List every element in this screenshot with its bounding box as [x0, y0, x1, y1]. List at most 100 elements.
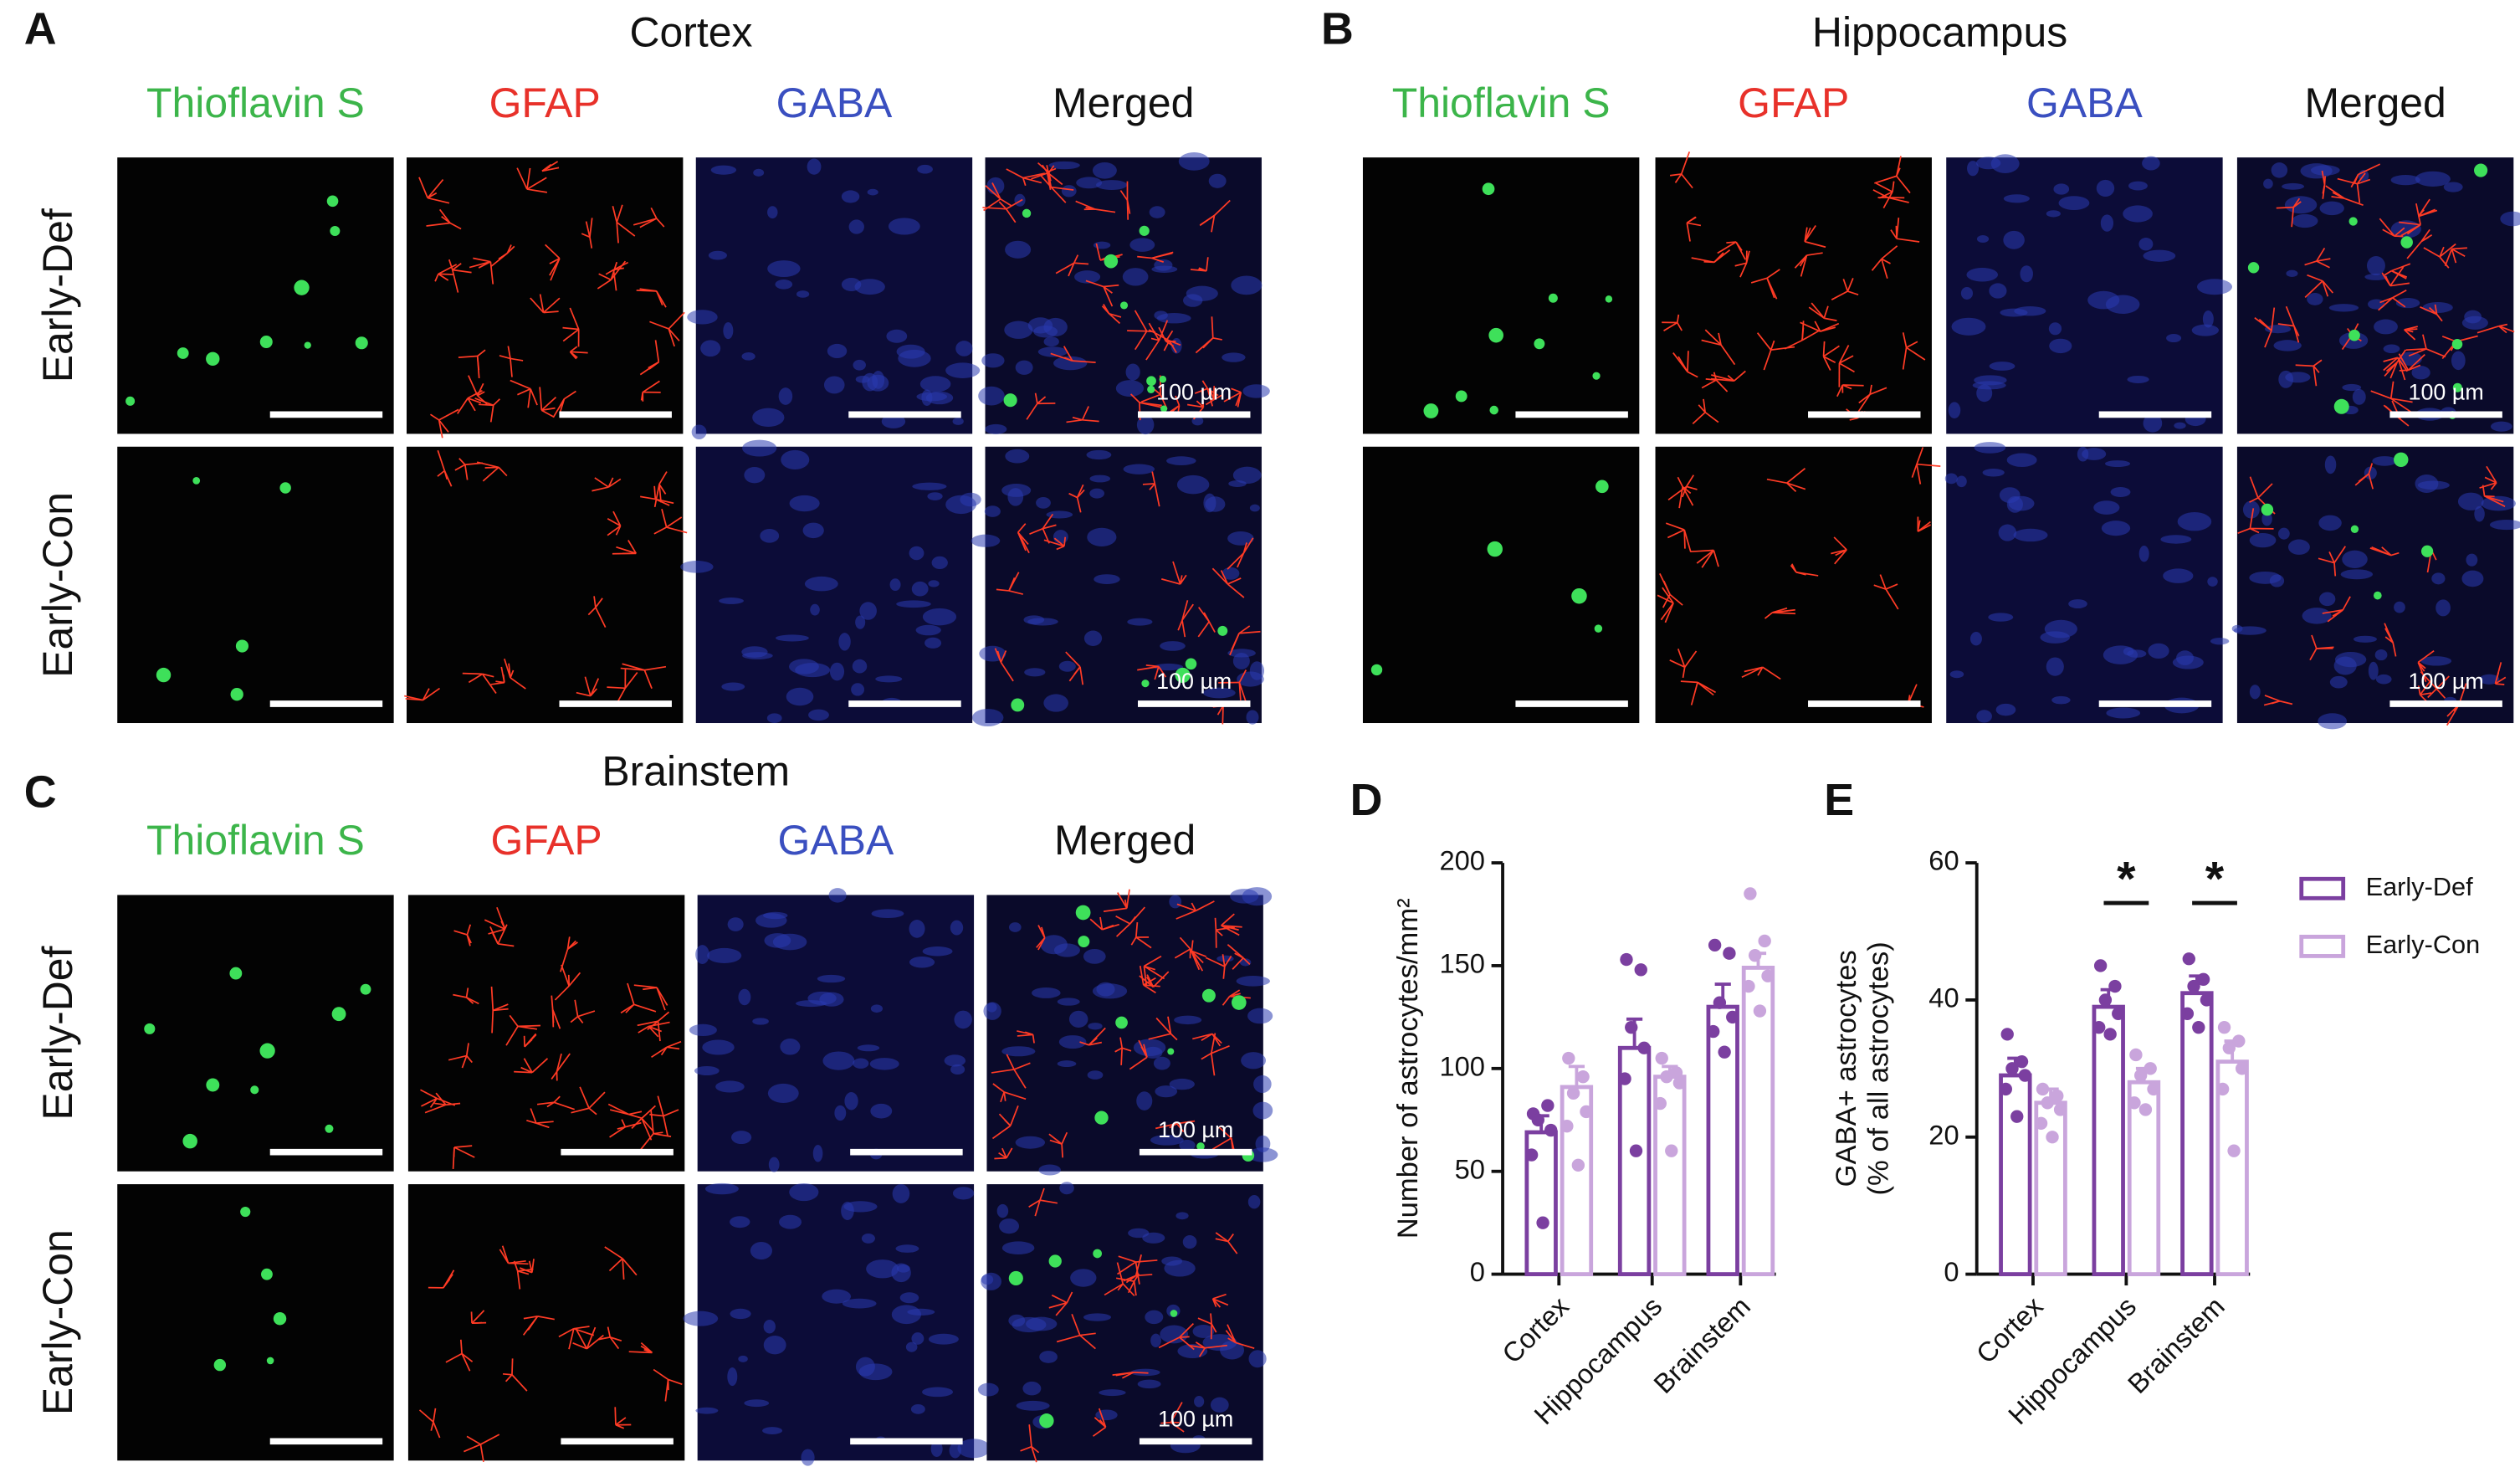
- gaba-signal: [2249, 532, 2277, 548]
- astrocyte-process: [568, 1328, 575, 1350]
- astrocyte-process: [1686, 485, 1698, 490]
- gaba-signal: [1093, 241, 1111, 249]
- astrocyte-process: [566, 936, 571, 950]
- gaba-signal: [2319, 201, 2344, 216]
- astrocyte-process: [615, 1423, 625, 1429]
- astrocyte-process: [1842, 384, 1864, 387]
- astrocyte-process: [1006, 198, 1023, 210]
- astrocyte-process: [509, 1014, 519, 1027]
- astrocyte-process: [484, 919, 506, 931]
- gaba-signal: [2443, 182, 2463, 192]
- gaba-signal: [1125, 363, 1140, 381]
- data-point: [1713, 996, 1727, 1009]
- data-point: [2046, 1131, 2059, 1144]
- gaba-signal: [2352, 388, 2366, 405]
- gaba-signal: [891, 1263, 911, 1283]
- astrocyte-process: [622, 1258, 638, 1276]
- astrocyte-process: [1181, 600, 1189, 621]
- astrocyte-process: [458, 458, 466, 465]
- astrocyte-process: [1871, 258, 1882, 271]
- astrocyte-process: [1013, 1069, 1027, 1089]
- gaba-signal: [1976, 235, 1990, 244]
- astrocyte-process: [616, 204, 623, 223]
- gaba-signal: [2191, 324, 2219, 336]
- astrocyte-process: [2484, 495, 2504, 503]
- astrocyte-process: [1227, 1240, 1238, 1254]
- astrocyte-process: [522, 1316, 539, 1336]
- gaba-signal: [819, 992, 844, 1007]
- astrocyte-process: [462, 672, 483, 675]
- astrocyte-process: [1089, 918, 1103, 931]
- astrocyte-process: [1874, 175, 1898, 184]
- micrograph: 100 µm: [2231, 446, 2520, 730]
- astrocyte-process: [433, 1421, 441, 1439]
- astrocyte-process: [2422, 334, 2427, 350]
- astrocyte-process: [1750, 277, 1768, 284]
- astrocyte-process: [2331, 196, 2345, 199]
- gaba-signal: [2364, 466, 2377, 480]
- astrocyte-process: [573, 1326, 590, 1330]
- astrocyte-process: [2357, 178, 2371, 185]
- astrocyte-process: [1713, 249, 1731, 264]
- plaque: [331, 1007, 346, 1022]
- astrocyte-process: [991, 182, 1001, 200]
- plaque: [2420, 545, 2434, 557]
- astrocyte-process: [638, 1133, 654, 1152]
- x-tick-label: Brainstem: [1647, 1290, 1756, 1399]
- astrocyte-process: [1703, 398, 1706, 413]
- gaba-signal: [2374, 649, 2388, 661]
- astrocyte-process: [1103, 304, 1110, 315]
- gaba-signal: [1232, 466, 1262, 484]
- astrocyte-process: [2420, 692, 2432, 696]
- gaba-signal: [1127, 618, 1153, 626]
- astrocyte-process: [1770, 346, 1795, 351]
- astrocyte-process: [1662, 594, 1671, 608]
- astrocyte-process: [1170, 1422, 1185, 1433]
- astrocyte-process: [1133, 1280, 1137, 1296]
- astrocyte-process: [500, 666, 505, 683]
- gaba-signal: [2307, 293, 2323, 305]
- astrocyte-process: [1117, 1283, 1124, 1291]
- gaba-signal: [870, 1103, 893, 1119]
- astrocyte-process: [1129, 1056, 1148, 1070]
- astrocyte-process: [1017, 1030, 1033, 1036]
- astrocyte-process: [2408, 348, 2427, 357]
- astrocyte-process: [539, 294, 545, 313]
- gaba-signal: [1249, 504, 1260, 512]
- astrocyte-process: [1047, 172, 1052, 182]
- astrocyte-process: [1698, 404, 1706, 413]
- astrocyte-process: [2484, 476, 2497, 484]
- astrocyte-process: [1031, 172, 1049, 180]
- plaque: [1022, 208, 1032, 218]
- astrocyte-process: [621, 1119, 627, 1127]
- astrocyte-process: [1197, 621, 1210, 638]
- gaba-signal: [2324, 455, 2337, 474]
- image-bg: [407, 1184, 685, 1461]
- gaba-signal: [971, 534, 1001, 547]
- astrocyte-process: [572, 1342, 587, 1350]
- astrocyte-process: [2237, 527, 2251, 534]
- gaba-signal: [2394, 601, 2405, 613]
- astrocyte-process: [1053, 537, 1065, 547]
- astrocyte-process: [1000, 1091, 1005, 1103]
- plaque: [240, 1206, 251, 1218]
- astrocyte-process: [537, 1316, 555, 1321]
- gaba-signal: [1966, 268, 1999, 282]
- plaque: [360, 983, 371, 995]
- astrocyte-process: [1911, 464, 1918, 478]
- plaque: [1008, 1270, 1023, 1286]
- astrocyte-process: [668, 311, 685, 330]
- astrocyte-process: [1142, 483, 1155, 485]
- micrograph: [407, 895, 685, 1172]
- scale-bar-label: 100 µm: [1158, 1117, 1233, 1142]
- astrocyte-process: [1172, 561, 1181, 585]
- astrocyte-process: [477, 349, 486, 357]
- micrograph: [1944, 442, 2230, 724]
- astrocyte-process: [2322, 184, 2326, 194]
- astrocyte-process: [1682, 485, 1692, 495]
- data-point: [2192, 1020, 2205, 1034]
- astrocyte-process: [1838, 345, 1850, 364]
- plaque: [326, 195, 339, 208]
- astrocyte-process: [1143, 966, 1148, 987]
- astrocyte-process: [1143, 965, 1165, 980]
